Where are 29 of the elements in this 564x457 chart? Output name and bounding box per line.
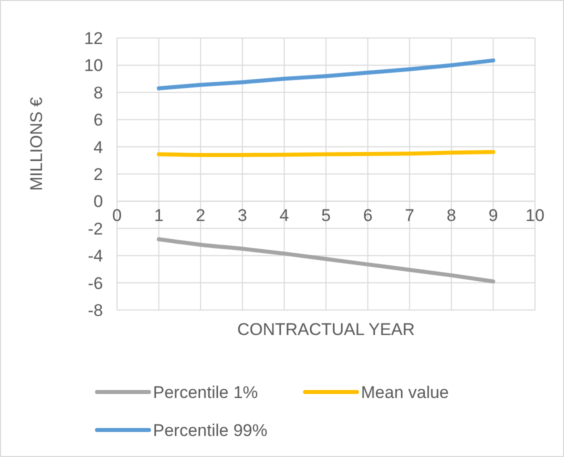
x-tick-label: 0 [112, 206, 122, 225]
y-tick-label: 10 [84, 56, 103, 76]
y-tick-label: -2 [88, 219, 103, 238]
x-tick-label: 8 [446, 206, 456, 225]
y-tick-label: 2 [94, 164, 103, 184]
x-axis-title: CONTRACTUAL YEAR [237, 320, 415, 339]
x-tick-label: 9 [488, 206, 498, 225]
x-tick-label: 1 [154, 206, 164, 225]
y-axis-title: MILLIONS € [27, 96, 46, 191]
legend-label: Mean value [361, 382, 449, 402]
y-tick-label: 0 [94, 192, 103, 212]
y-tick-label: 6 [94, 110, 103, 130]
y-tick-label: 4 [94, 138, 103, 157]
x-tick-label: 10 [526, 206, 544, 225]
x-tick-label: 4 [279, 206, 289, 225]
x-tick-label: 2 [196, 206, 206, 225]
legend-label: Percentile 1% [153, 382, 258, 402]
x-tick-label: 7 [404, 206, 414, 225]
line-series [156, 237, 496, 284]
x-tick-label: 3 [238, 206, 248, 225]
legend-label: Percentile 99% [153, 420, 268, 440]
x-tick-label: 6 [363, 206, 373, 225]
x-tick-label: 5 [321, 206, 331, 225]
y-tick-label: -4 [88, 246, 103, 266]
y-tick-label: 8 [94, 83, 103, 102]
line-series [156, 58, 496, 90]
y-tick-label: -6 [88, 274, 103, 293]
y-tick-label: -8 [88, 300, 103, 320]
y-tick-label: 12 [84, 28, 103, 48]
